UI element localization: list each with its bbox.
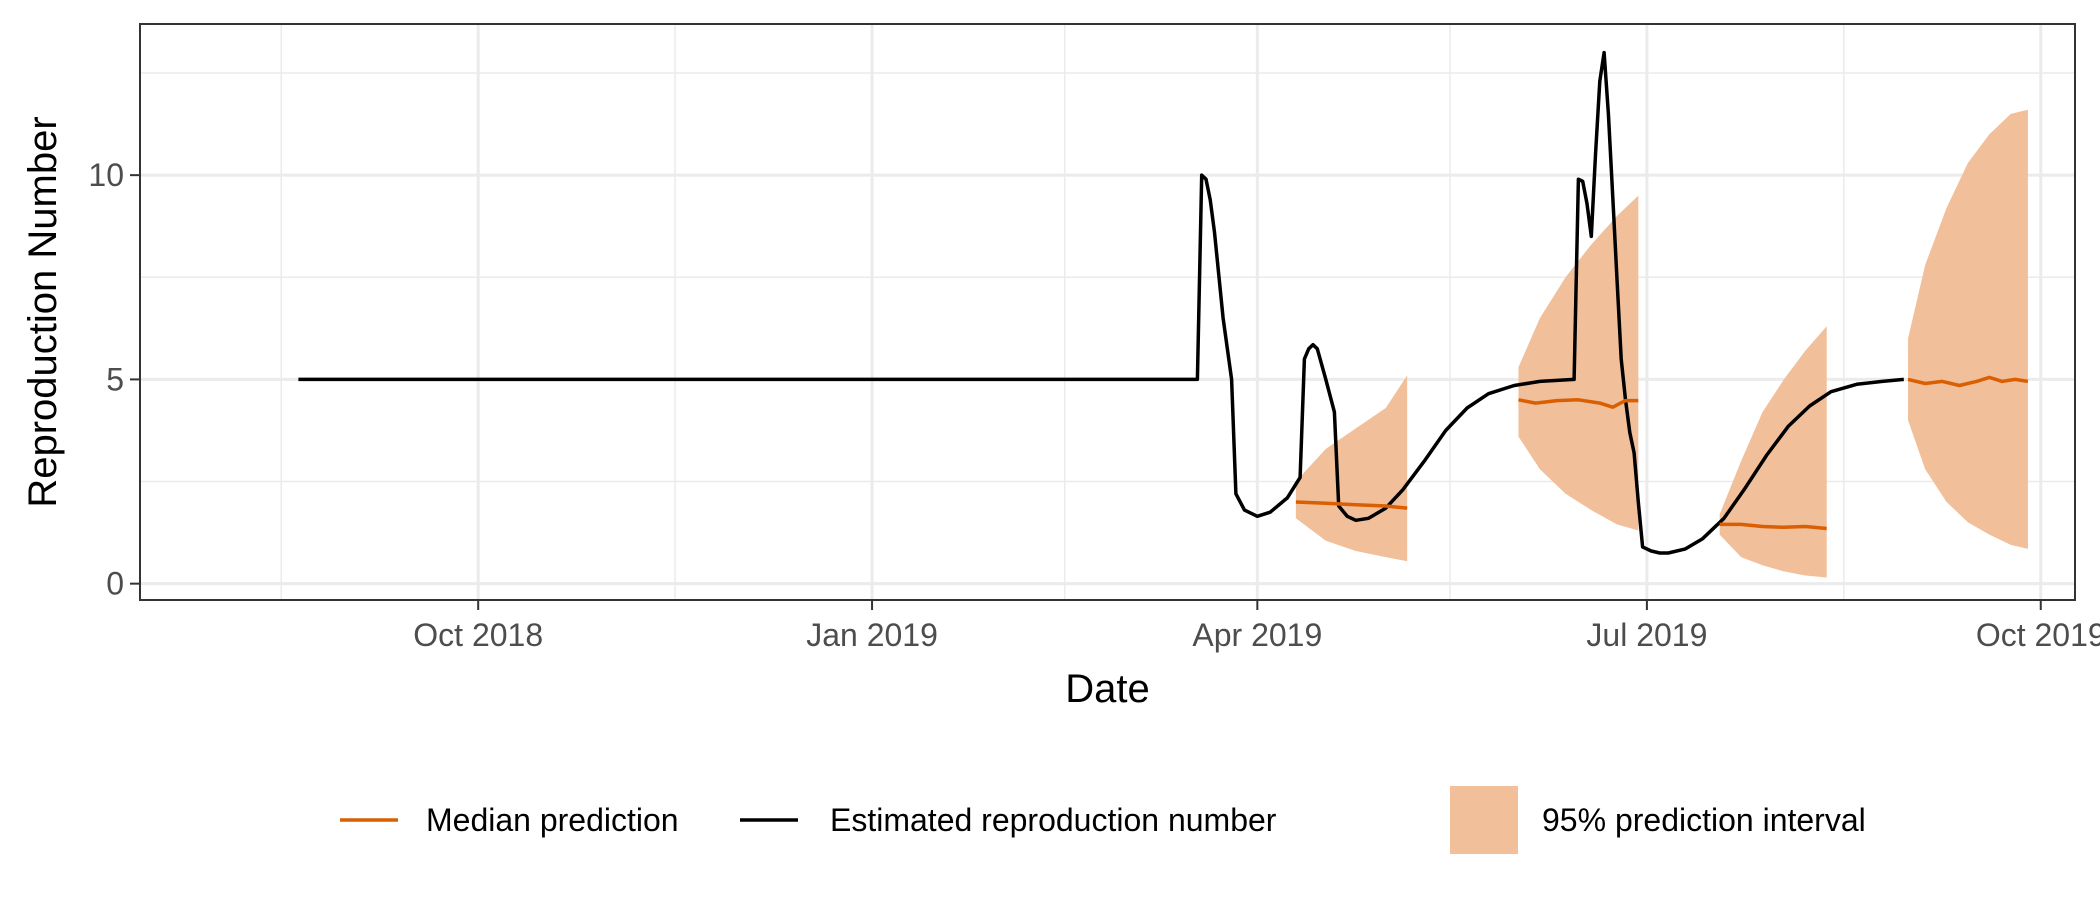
legend-item-median-prediction: Median prediction — [340, 802, 679, 838]
legend-item-estimated-reproduction-number: Estimated reproduction number — [740, 802, 1277, 838]
prediction-interval-band — [1908, 109, 2028, 549]
x-tick-label: Jul 2019 — [1586, 617, 1707, 653]
x-tick-label: Oct 2018 — [413, 617, 543, 653]
legend-key-fill — [1450, 786, 1518, 854]
median-prediction-line — [1907, 375, 2029, 388]
plot-panel-border — [139, 23, 2076, 601]
median-prediction-line — [1518, 398, 1639, 409]
median-prediction-line — [1719, 522, 1827, 531]
y-axis: 0 5 10 — [88, 157, 140, 602]
x-tick-label: Jan 2019 — [806, 617, 938, 653]
legend-label: 95% prediction interval — [1542, 802, 1866, 838]
y-tick-label: 10 — [88, 157, 124, 193]
legend-item-95-prediction-interval: 95% prediction interval — [1450, 786, 1866, 854]
y-axis-title: Reproduction Number — [21, 116, 65, 507]
median-prediction-line — [1295, 500, 1408, 510]
y-tick-label: 0 — [106, 566, 124, 602]
x-tick-label: Oct 2019 — [1976, 617, 2100, 653]
x-tick-label: Apr 2019 — [1192, 617, 1322, 653]
estimated-reproduction-number-line — [298, 50, 1904, 555]
prediction-interval-band — [1518, 195, 1639, 531]
prediction-interval-bands — [1295, 109, 2028, 578]
legend-label: Estimated reproduction number — [830, 802, 1277, 838]
y-tick-label: 5 — [106, 361, 124, 397]
prediction-interval-band — [1719, 326, 1827, 578]
x-axis-title: Date — [1065, 667, 1150, 711]
legend-label: Median prediction — [426, 802, 679, 838]
prediction-interval-band — [1295, 375, 1408, 562]
data-series — [298, 50, 2029, 555]
legend: Median prediction Estimated reproduction … — [340, 786, 1866, 854]
x-axis: Oct 2018 Jan 2019 Apr 2019 Jul 2019 Oct 2019 — [413, 600, 2100, 653]
